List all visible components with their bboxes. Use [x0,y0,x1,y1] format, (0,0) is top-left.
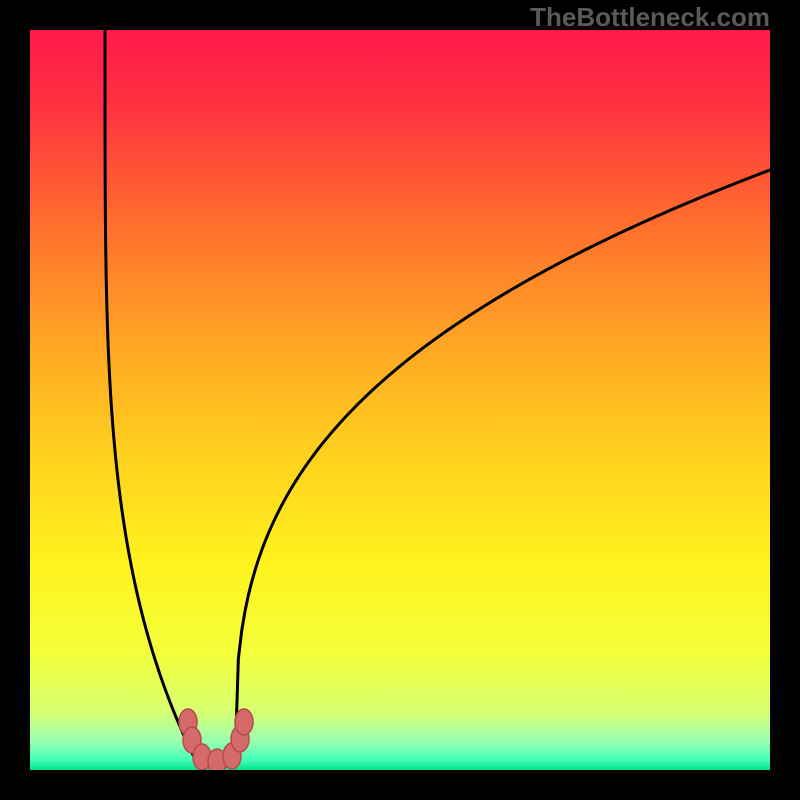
watermark-text: TheBottleneck.com [530,2,770,33]
chart-container: TheBottleneck.com [0,0,800,800]
plot-area [30,30,770,770]
curve-overlay [30,30,770,770]
curve-marker [235,709,253,735]
